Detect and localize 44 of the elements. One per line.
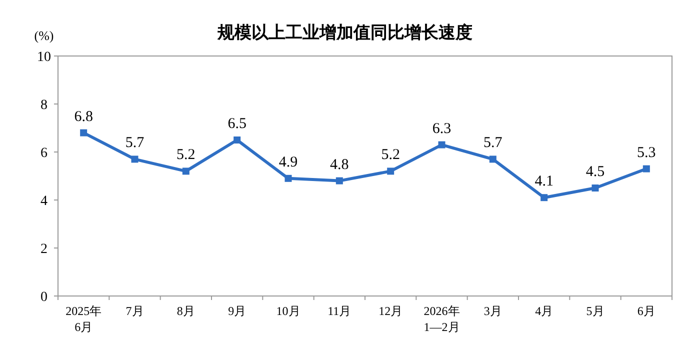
data-label: 5.3 (637, 144, 656, 161)
data-label: 6.5 (228, 116, 246, 132)
point (642, 165, 650, 172)
data-label: 5.7 (484, 135, 503, 152)
point (131, 156, 138, 163)
data-label: 6.3 (432, 120, 452, 137)
point (284, 174, 292, 182)
chart-title: 规模以上工业增加值同比增长速度 (216, 23, 472, 42)
point (336, 177, 343, 184)
x-tick-label: 3月 (484, 304, 502, 318)
x-tick-label: 10月 (276, 304, 300, 318)
data-label: 4.1 (534, 174, 554, 190)
data-label: 6.8 (74, 108, 93, 125)
point (234, 136, 241, 144)
y-tick-label: 4 (40, 194, 48, 209)
point (489, 156, 496, 163)
y-tick-label: 2 (40, 242, 48, 257)
point (80, 129, 88, 136)
x-tick-label: 9月 (228, 304, 246, 318)
data-label: 4.9 (278, 154, 298, 170)
x-tick-label: 7月 (126, 304, 144, 318)
point (182, 168, 190, 175)
x-tick-label: 5月 (586, 304, 604, 318)
data-label: 5.2 (381, 147, 400, 164)
point (387, 168, 394, 175)
x-tick-label: 2026年 1—2月 (424, 304, 460, 334)
y-tick-label: 10 (37, 50, 51, 65)
x-tick-label: 4月 (535, 304, 554, 318)
x-tick-label: 11月 (328, 304, 352, 318)
data-label: 5.7 (125, 135, 145, 152)
data-label: 5.2 (176, 147, 196, 164)
point (540, 194, 548, 202)
data-label: 4.8 (330, 156, 349, 173)
x-tick-label: 6月 (637, 304, 656, 318)
x-tick-label: 8月 (176, 304, 195, 318)
y-tick-label: 0 (40, 290, 48, 305)
y-axis-title: (%) (34, 28, 54, 43)
point (438, 141, 446, 148)
x-tick-label: 12月 (378, 304, 403, 318)
x-tick-label: 2025年 6月 (66, 304, 102, 334)
point (592, 184, 599, 192)
y-tick-label: 6 (40, 146, 48, 161)
y-tick-label: 8 (40, 98, 48, 113)
data-label: 4.5 (586, 164, 605, 180)
